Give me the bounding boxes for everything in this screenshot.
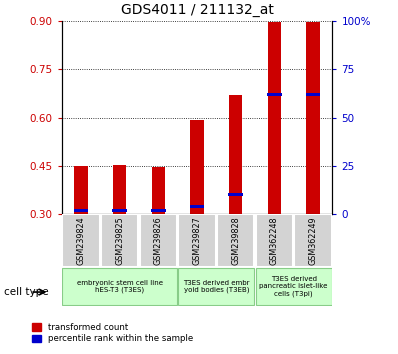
- Legend: transformed count, percentile rank within the sample: transformed count, percentile rank withi…: [32, 323, 193, 343]
- Bar: [295, 214, 332, 267]
- Bar: [190, 120, 204, 214]
- Bar: [152, 167, 165, 214]
- Bar: [178, 268, 254, 306]
- Text: cell type: cell type: [4, 287, 49, 297]
- Bar: [101, 214, 138, 267]
- Bar: [217, 214, 254, 267]
- Text: GSM239824: GSM239824: [76, 216, 86, 265]
- Bar: [228, 193, 243, 196]
- Bar: [306, 93, 320, 96]
- Bar: [267, 22, 281, 214]
- Text: GSM362249: GSM362249: [308, 216, 318, 265]
- Text: GSM362248: GSM362248: [270, 216, 279, 265]
- Text: T3ES derived embr
yoid bodies (T3EB): T3ES derived embr yoid bodies (T3EB): [183, 280, 250, 293]
- Bar: [306, 22, 320, 214]
- Text: T3ES derived
pancreatic islet-like
cells (T3pi): T3ES derived pancreatic islet-like cells…: [259, 276, 328, 297]
- Bar: [112, 209, 127, 212]
- Bar: [229, 95, 242, 214]
- Bar: [256, 268, 332, 306]
- Text: GSM239826: GSM239826: [154, 216, 163, 265]
- Text: GSM239827: GSM239827: [193, 216, 201, 265]
- Bar: [62, 214, 100, 267]
- Bar: [62, 268, 177, 306]
- Bar: [256, 214, 293, 267]
- Title: GDS4011 / 211132_at: GDS4011 / 211132_at: [121, 4, 273, 17]
- Text: GSM239828: GSM239828: [231, 216, 240, 265]
- Bar: [140, 214, 177, 267]
- Bar: [74, 209, 88, 212]
- Bar: [267, 93, 282, 96]
- Text: embryonic stem cell line
hES-T3 (T3ES): embryonic stem cell line hES-T3 (T3ES): [77, 280, 163, 293]
- Bar: [151, 209, 166, 212]
- Bar: [178, 214, 216, 267]
- Bar: [113, 165, 127, 214]
- Text: GSM239825: GSM239825: [115, 216, 124, 265]
- Bar: [74, 166, 88, 214]
- Bar: [190, 205, 204, 208]
